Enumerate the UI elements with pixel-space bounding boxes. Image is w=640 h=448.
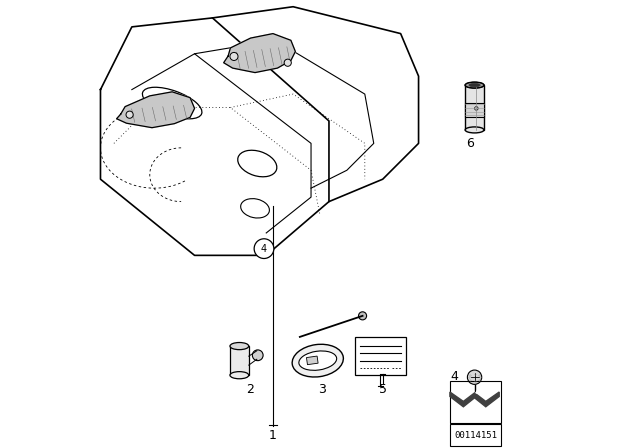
Polygon shape (450, 392, 499, 407)
Circle shape (358, 312, 367, 320)
Text: 2: 2 (246, 383, 255, 396)
Circle shape (467, 370, 482, 384)
Circle shape (252, 350, 263, 361)
Text: 4: 4 (261, 244, 267, 254)
Bar (465, 103, 484, 117)
Text: 4: 4 (451, 370, 458, 383)
Ellipse shape (292, 344, 344, 377)
Circle shape (284, 59, 291, 66)
Circle shape (126, 111, 133, 118)
Circle shape (254, 239, 274, 258)
Ellipse shape (299, 351, 337, 370)
Bar (450, 424, 502, 446)
Polygon shape (224, 34, 296, 73)
Text: 1: 1 (269, 429, 277, 442)
Ellipse shape (469, 83, 480, 87)
Bar (355, 337, 406, 375)
Bar (307, 356, 318, 365)
Text: 00114151: 00114151 (454, 431, 497, 440)
Text: 6: 6 (466, 137, 474, 150)
Polygon shape (116, 92, 195, 128)
Circle shape (230, 52, 238, 60)
Bar (465, 85, 484, 130)
Ellipse shape (230, 372, 249, 379)
Text: 5: 5 (379, 383, 387, 396)
Ellipse shape (230, 343, 249, 349)
Text: 3: 3 (318, 383, 326, 396)
Ellipse shape (465, 82, 484, 88)
Bar (450, 381, 502, 423)
Ellipse shape (465, 127, 484, 133)
Bar (230, 346, 249, 375)
